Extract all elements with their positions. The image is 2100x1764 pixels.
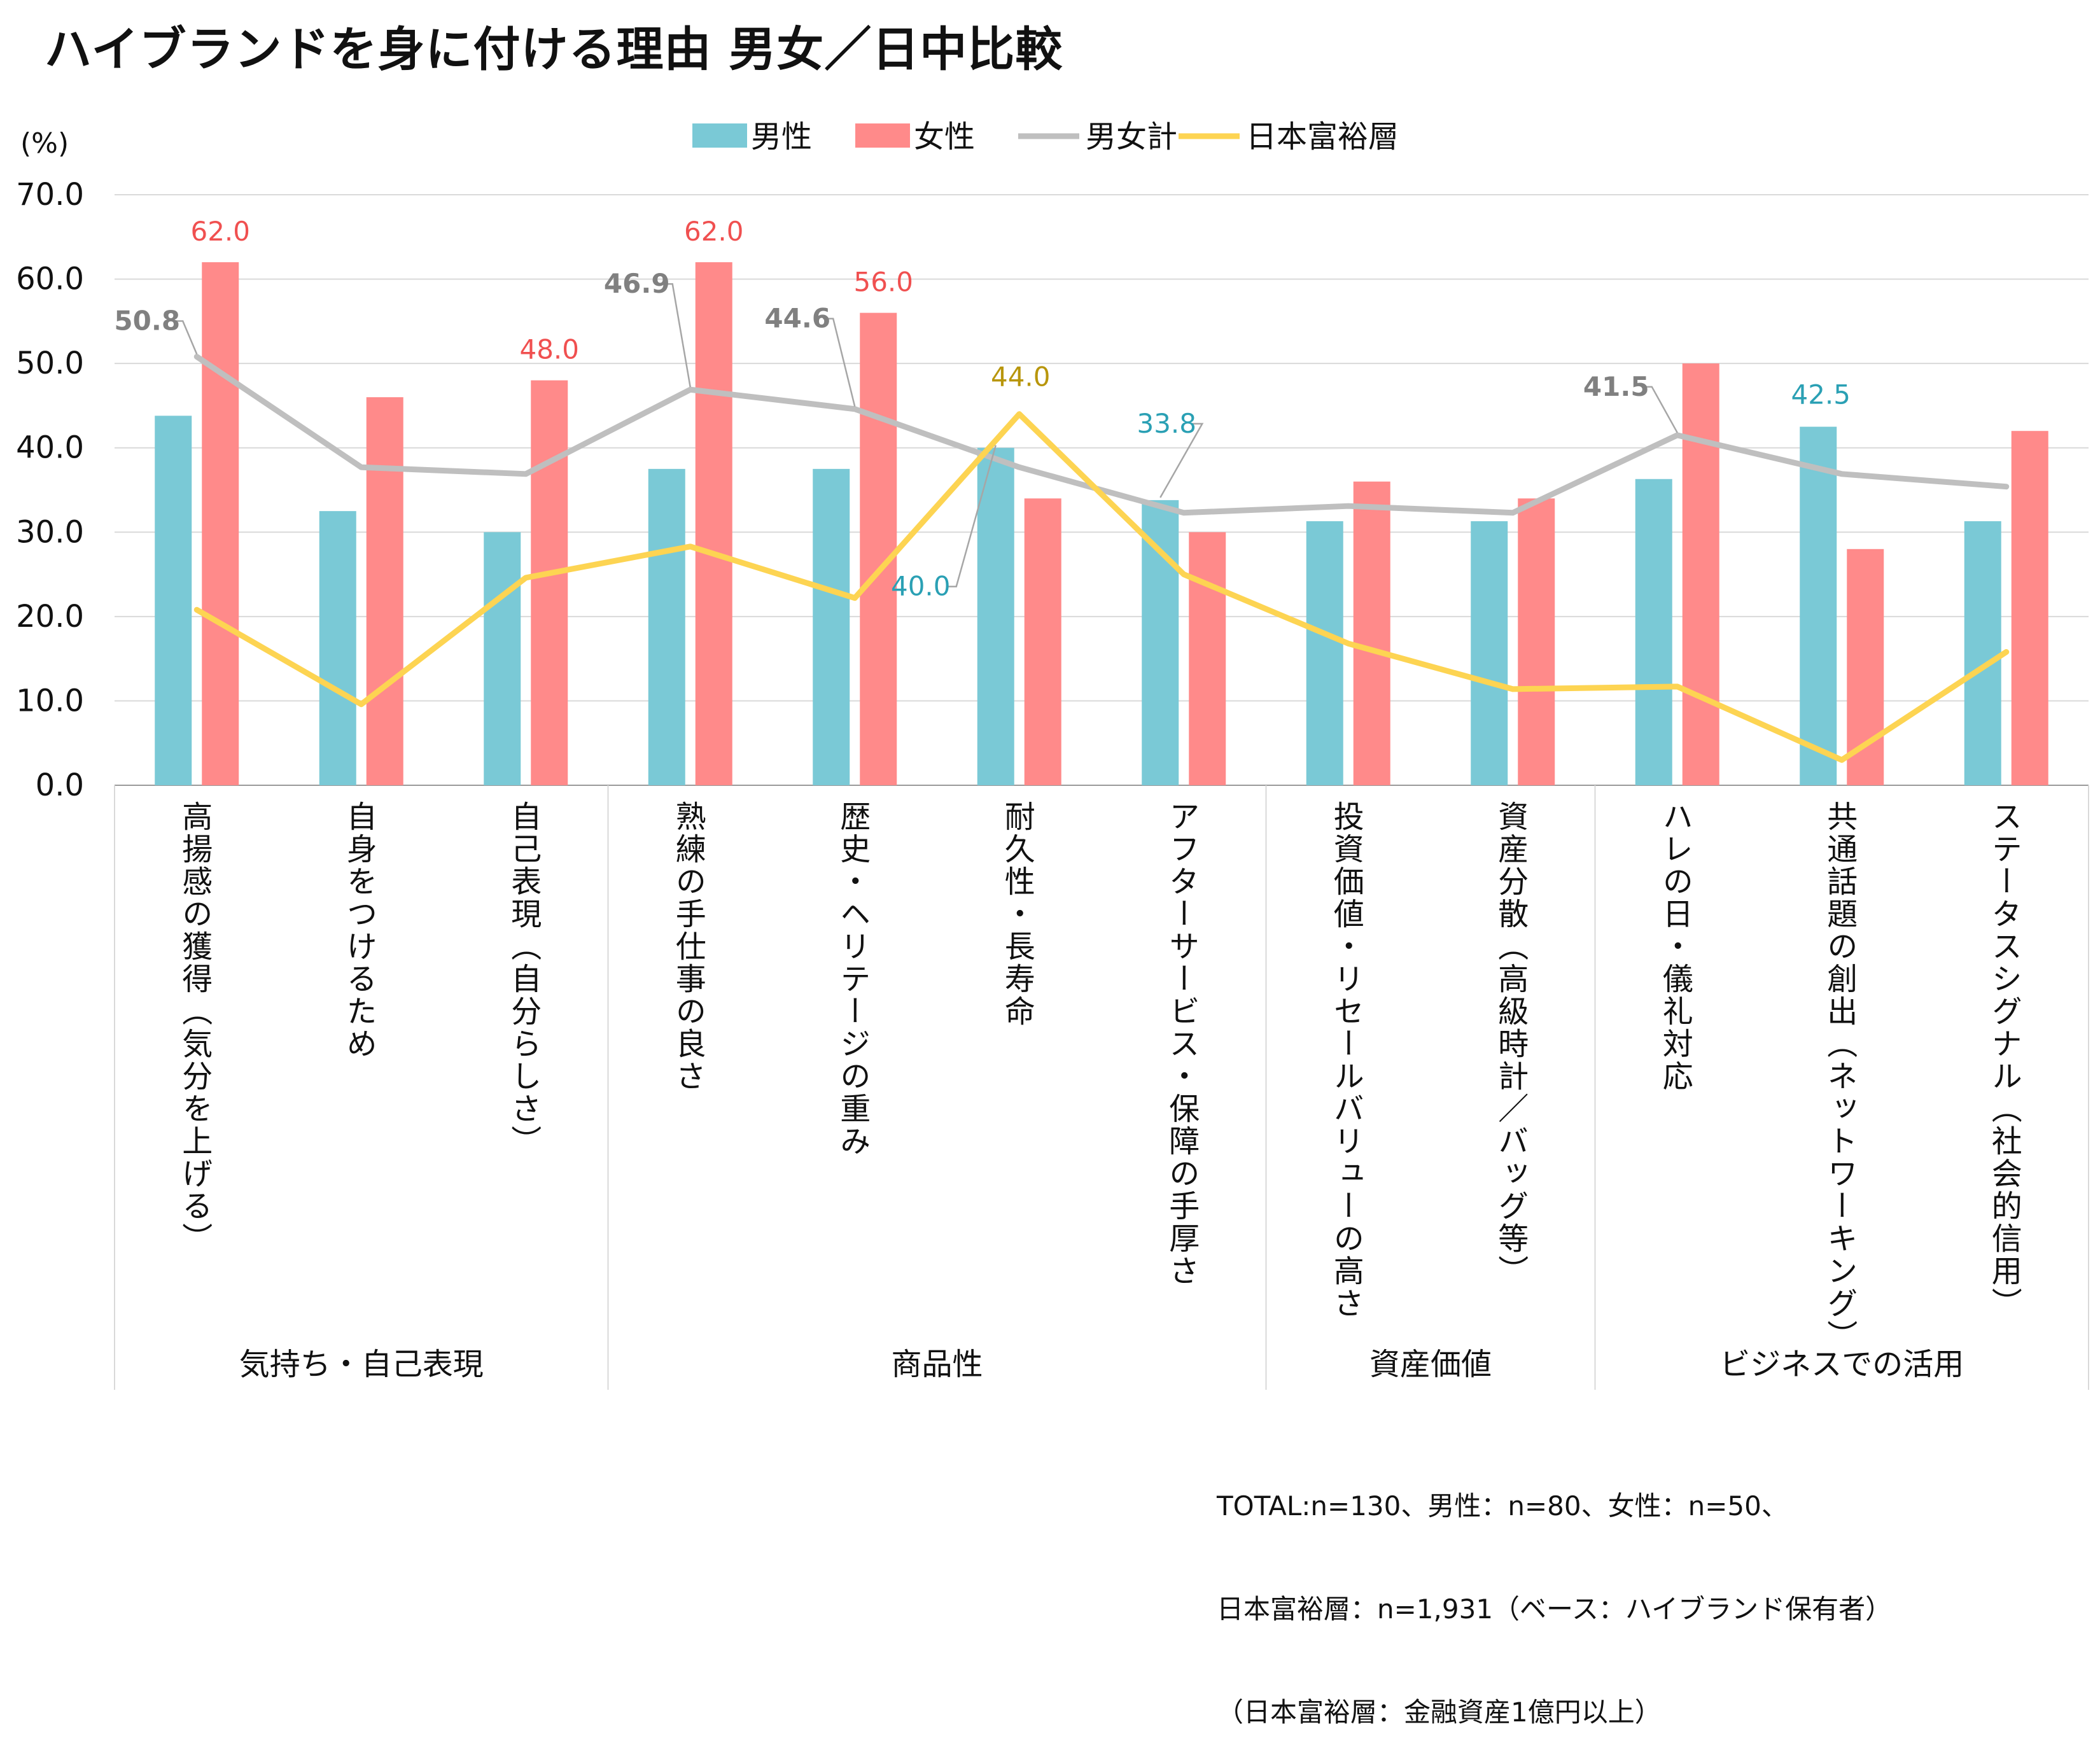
- data-labels: 62.0 48.0 62.0 56.0 50.8 46.9 44.6 41.5 44.0 40.0…: [114, 216, 1851, 602]
- legend-swatch: [855, 123, 910, 148]
- group-label: 気持ち・自己表現: [239, 1347, 484, 1382]
- legend-label: 男女計: [1086, 119, 1177, 155]
- leader-line: [662, 283, 691, 388]
- bar-female: [1682, 363, 1719, 785]
- legend-label: 女性: [914, 119, 975, 155]
- bar-male: [484, 532, 521, 785]
- leader-line: [172, 320, 198, 355]
- data-label: 48.0: [519, 334, 579, 365]
- leader-line: [946, 445, 997, 587]
- y-tick-label: 60.0: [16, 262, 84, 297]
- bar-female: [366, 397, 403, 785]
- category-label: 共通話題の創出（ネットワーキング）: [1821, 801, 1857, 1352]
- gridlines: [115, 194, 2089, 786]
- data-label: 46.9: [604, 268, 670, 299]
- category-labels: 高揚感の獲得（気分を上げる） 自身をつけるため 自己表現（自分らしさ） 熟練の手仕事の…: [176, 801, 2022, 1352]
- y-tick-label: 10.0: [16, 683, 84, 718]
- category-label: 自身をつけるため: [341, 801, 377, 1060]
- category-label: 自己表現（自分らしさ）: [505, 801, 541, 1158]
- data-label: 33.8: [1137, 408, 1196, 439]
- data-label: 44.0: [991, 361, 1051, 393]
- group-label: 商品性: [891, 1347, 983, 1382]
- bar-male: [977, 447, 1014, 785]
- bar-female: [695, 262, 732, 785]
- leader-line: [1159, 423, 1204, 498]
- bar-male: [1800, 426, 1837, 785]
- legend-swatch: [692, 123, 747, 148]
- data-label: 41.5: [1583, 371, 1649, 402]
- data-label: 44.6: [764, 303, 830, 334]
- footnote-line: （日本富裕層：金融資産1億円以上）: [1217, 1697, 1662, 1728]
- group-labels: 気持ち・自己表現 商品性 資産価値 ビジネスでの活用: [114, 785, 2089, 1390]
- bar-female: [1353, 481, 1390, 785]
- category-label: 高揚感の獲得（気分を上げる）: [176, 801, 212, 1255]
- legend: 男性 女性 男女計 日本富裕層: [692, 119, 1399, 155]
- bar-female: [1024, 498, 1061, 785]
- bar-male: [319, 511, 356, 785]
- bar-male: [155, 416, 192, 785]
- y-tick-label: 50.0: [16, 346, 84, 381]
- bar-male: [813, 468, 850, 785]
- bar-male: [1471, 521, 1508, 785]
- bar-male: [1964, 521, 2001, 785]
- data-label: 56.0: [853, 267, 913, 298]
- bar-female: [1518, 498, 1555, 785]
- group-label: 資産価値: [1369, 1347, 1492, 1382]
- bar-female: [1189, 532, 1226, 785]
- footnote: TOTAL:n=130、男性：n=80、女性：n=50、 日本富裕層：n=1,9…: [1217, 1420, 1892, 1764]
- category-label: 資産分散（高級時計／バッグ等）: [1492, 801, 1528, 1287]
- footnote-line: 日本富裕層：n=1,931（ベース：ハイブランド保有者）: [1217, 1593, 1893, 1625]
- category-label: アフターサービス・保障の手厚さ: [1163, 801, 1199, 1287]
- chart-title: ハイブランドを身に付ける理由 男女／日中比較: [45, 22, 1063, 77]
- axes: (%) 0.0 10.0 20.0 30.0 40.0 50.0 60.0 70.0: [16, 127, 84, 803]
- y-tick-label: 40.0: [16, 430, 84, 466]
- data-label: 62.0: [190, 216, 250, 247]
- y-tick-label: 30.0: [16, 514, 84, 550]
- bar-male: [648, 468, 685, 785]
- footnote-line: TOTAL:n=130、男性：n=80、女性：n=50、: [1217, 1490, 1788, 1522]
- chart: (%) 0.0 10.0 20.0 30.0 40.0 50.0 60.0 70.0 高揚感の獲…: [16, 119, 2089, 1390]
- legend-label: 男性: [751, 119, 812, 155]
- bar-male: [1306, 521, 1343, 785]
- bar-female: [531, 380, 568, 785]
- bar-female: [2011, 431, 2048, 785]
- group-label: ビジネスでの活用: [1719, 1347, 1964, 1382]
- category-label: 投資価値・リセールバリューの高さ: [1328, 801, 1364, 1320]
- category-label: 熟練の手仕事の良さ: [670, 801, 706, 1093]
- y-tick-label: 0.0: [36, 767, 84, 803]
- bar-male: [1142, 500, 1179, 785]
- bars: [155, 262, 2048, 786]
- data-label: 50.8: [114, 305, 180, 337]
- y-tick-label: 20.0: [16, 599, 84, 634]
- category-label: 耐久性・長寿命: [999, 801, 1035, 1028]
- y-unit-label: (%): [20, 127, 69, 160]
- data-label: 40.0: [891, 571, 951, 602]
- line-japan-wealthy: [193, 411, 2010, 763]
- bar-female: [860, 312, 897, 786]
- category-label: ステータスシグナル（社会的信用）: [1986, 801, 2022, 1320]
- data-label: 42.5: [1791, 379, 1851, 410]
- category-label: 歴史・ヘリテージの重み: [834, 801, 870, 1158]
- line-total: [193, 354, 2010, 516]
- leader-line: [1641, 386, 1678, 433]
- legend-label: 日本富裕層: [1246, 119, 1399, 155]
- series-lines: [193, 354, 2010, 763]
- category-label: ハレの日・儀礼対応: [1657, 801, 1693, 1093]
- y-tick-label: 70.0: [16, 177, 84, 213]
- bar-male: [1635, 479, 1672, 785]
- bar-female: [202, 262, 239, 785]
- data-label: 62.0: [684, 216, 744, 247]
- leader-line: [823, 318, 856, 407]
